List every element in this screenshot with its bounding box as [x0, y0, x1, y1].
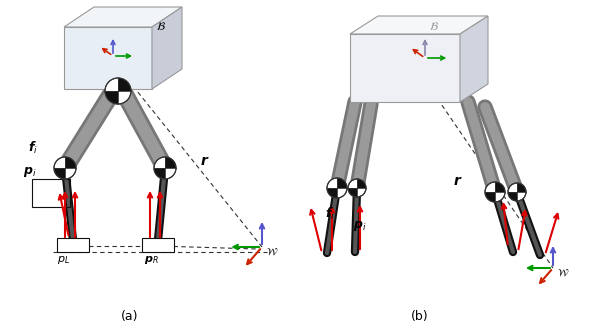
Text: $\mathcal{B}$: $\mathcal{B}$: [156, 20, 166, 32]
Text: $\mathcal{B}$: $\mathcal{B}$: [429, 20, 439, 32]
Wedge shape: [517, 183, 526, 192]
Wedge shape: [508, 192, 517, 201]
Circle shape: [154, 157, 176, 179]
Wedge shape: [105, 91, 118, 104]
Wedge shape: [54, 168, 65, 179]
Bar: [57, 238, 89, 252]
Wedge shape: [337, 178, 347, 188]
Wedge shape: [118, 78, 131, 91]
Text: $\mathcal{W}$: $\mathcal{W}$: [266, 246, 278, 258]
Polygon shape: [350, 16, 488, 34]
Circle shape: [508, 183, 526, 201]
Circle shape: [105, 78, 131, 104]
Bar: [142, 238, 174, 252]
Circle shape: [54, 157, 76, 179]
Circle shape: [485, 182, 505, 202]
Polygon shape: [64, 7, 182, 27]
Text: $\boldsymbol{p}_i$: $\boldsymbol{p}_i$: [23, 165, 37, 179]
Bar: [64, 27, 152, 89]
Text: (b): (b): [411, 310, 429, 323]
Circle shape: [327, 178, 347, 198]
Wedge shape: [357, 179, 366, 188]
Wedge shape: [65, 157, 76, 168]
Wedge shape: [327, 188, 337, 198]
Text: $\boldsymbol{p}_i$: $\boldsymbol{p}_i$: [353, 219, 366, 233]
Circle shape: [348, 179, 366, 197]
Wedge shape: [154, 168, 165, 179]
Text: $\boldsymbol{f}_i$: $\boldsymbol{f}_i$: [325, 206, 335, 222]
Text: $\boldsymbol{f}_i$: $\boldsymbol{f}_i$: [28, 140, 38, 156]
Wedge shape: [348, 188, 357, 197]
Polygon shape: [152, 7, 182, 89]
Text: $\boldsymbol{r}$: $\boldsymbol{r}$: [453, 174, 463, 188]
Wedge shape: [495, 182, 505, 192]
Bar: [32, 179, 70, 207]
Wedge shape: [485, 192, 495, 202]
Bar: [350, 34, 460, 102]
Wedge shape: [165, 157, 176, 168]
Text: $p_L$: $p_L$: [57, 254, 70, 266]
Text: $\boldsymbol{p}_R$: $\boldsymbol{p}_R$: [144, 254, 159, 266]
Polygon shape: [460, 16, 488, 102]
Text: $\mathcal{W}$: $\mathcal{W}$: [557, 268, 569, 279]
Text: (a): (a): [122, 310, 139, 323]
Text: $\boldsymbol{r}$: $\boldsymbol{r}$: [200, 154, 209, 168]
